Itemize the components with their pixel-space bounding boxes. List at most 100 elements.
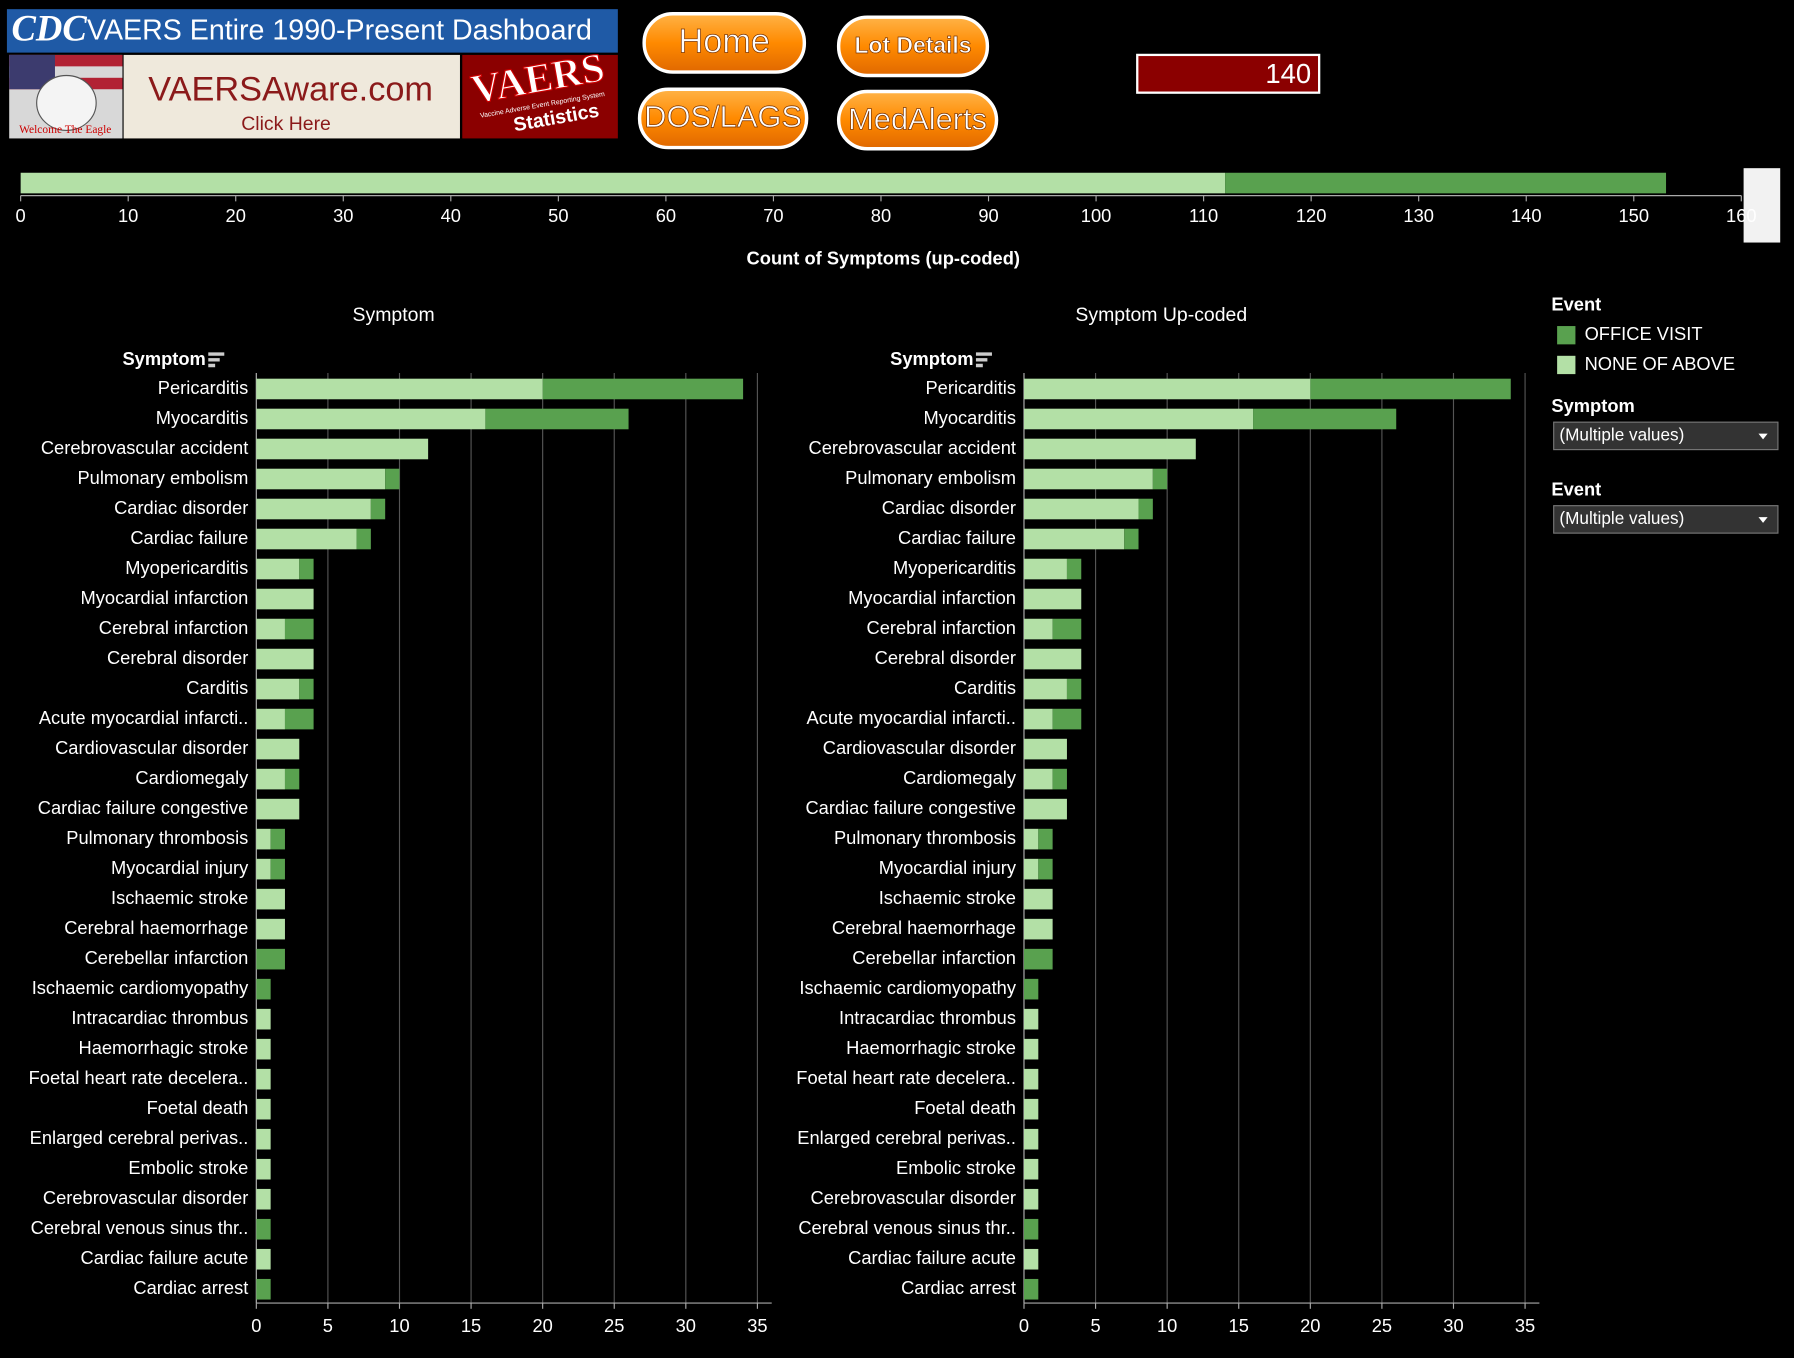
bar-segment xyxy=(1310,378,1511,400)
bar-segment xyxy=(1023,498,1139,520)
bar-segment xyxy=(256,768,285,790)
lot-details-button[interactable]: Lot Details xyxy=(836,15,990,78)
button-label: Home xyxy=(678,23,770,61)
button-shape xyxy=(637,87,809,150)
dropdown xyxy=(1553,421,1779,451)
bar-segment xyxy=(284,708,314,730)
x-tick-label: 60 xyxy=(656,205,676,226)
x-tick-label: 80 xyxy=(871,205,891,226)
bar-segment xyxy=(256,978,271,1000)
bar-segment xyxy=(1023,738,1067,760)
x-tick-label: 30 xyxy=(333,205,353,226)
button-label: DOS/LAGS xyxy=(644,99,802,134)
y-tick-label: Pulmonary embolism xyxy=(77,467,248,488)
y-tick-label: Foetal heart rate decelera.. xyxy=(29,1067,249,1088)
flag-stripe xyxy=(9,54,123,67)
y-tick-label: Cerebral infarction xyxy=(866,617,1016,638)
symptom-filter[interactable]: (Multiple values) xyxy=(1553,421,1779,451)
dropdown xyxy=(1553,505,1779,534)
bar-segment xyxy=(1052,768,1067,790)
y-tick-label: Cerebrovascular accident xyxy=(41,437,248,458)
bar-segment xyxy=(1052,708,1082,730)
legend: OFFICE VISIT NONE OF ABOVE xyxy=(1557,323,1735,375)
y-tick-label: Pericarditis xyxy=(158,377,249,398)
bar-segment xyxy=(284,768,300,790)
x-tick-label: 20 xyxy=(532,1315,552,1336)
dos-lags-button[interactable]: DOS/LAGS xyxy=(637,87,809,150)
bar-segment xyxy=(256,1038,271,1060)
bar-segment xyxy=(1152,468,1168,490)
x-tick-label: 25 xyxy=(1372,1315,1392,1336)
bar-segment xyxy=(256,708,285,730)
bar-segment xyxy=(256,438,429,460)
banner-welcome: Welcome The Eagle xyxy=(19,124,111,136)
y-tick-label: Pericarditis xyxy=(925,377,1016,398)
x-tick-label: 140 xyxy=(1511,205,1542,226)
bar-segment xyxy=(1023,798,1067,820)
scroll-handle[interactable] xyxy=(1743,168,1781,243)
eagle xyxy=(36,74,97,131)
dashboard-title: VAERS Entire 1990-Present Dashboard xyxy=(87,15,592,47)
bar-segment xyxy=(256,378,543,400)
filter-label: Symptom xyxy=(1551,395,1634,416)
y-tick-label: Cerebral disorder xyxy=(875,647,1016,668)
bar-segment xyxy=(485,408,629,430)
y-tick-label: Myocarditis xyxy=(156,407,249,428)
event-filter[interactable]: (Multiple values) xyxy=(1553,505,1779,534)
home-button[interactable]: Home xyxy=(642,12,807,74)
bar-segment xyxy=(284,618,314,640)
banner[interactable]: Welcome The Eagle VAERSAware.com Click H… xyxy=(9,43,618,143)
y-tick-label: Acute myocardial infarcti.. xyxy=(39,707,248,728)
y-tick-label: Cardiomegaly xyxy=(903,767,1017,788)
y-tick-label: Acute myocardial infarcti.. xyxy=(806,707,1015,728)
y-tick-label: Myopericarditis xyxy=(125,557,248,578)
bar-segment xyxy=(1023,1188,1039,1210)
site-banner xyxy=(123,54,460,139)
dropdown-arrow xyxy=(1758,433,1768,440)
header: CDC VAERS Entire 1990-Present Dashboard xyxy=(6,7,618,53)
bar-segment xyxy=(1052,618,1082,640)
filter-label: Event xyxy=(1551,479,1601,500)
bar-segment xyxy=(256,678,300,700)
bar-segment xyxy=(256,858,271,880)
legend-swatch xyxy=(1557,355,1576,375)
x-tick-label: 5 xyxy=(323,1315,333,1336)
y-tick-label: Cerebral disorder xyxy=(107,647,248,668)
sort-icon[interactable] xyxy=(975,352,992,368)
header-bar xyxy=(6,9,618,53)
bar-segment xyxy=(370,498,386,520)
bar-segment xyxy=(1023,1218,1039,1240)
sort-icon[interactable] xyxy=(208,352,225,368)
bar-segment xyxy=(1038,828,1053,850)
bar-segment xyxy=(1023,888,1053,910)
y-tick-label: Haemorrhagic stroke xyxy=(846,1037,1016,1058)
y-tick-label: Myopericarditis xyxy=(893,557,1016,578)
bar-segment xyxy=(1023,1128,1039,1150)
button-label: Lot Details xyxy=(855,32,972,58)
y-tick-label: Cerebral haemorrhage xyxy=(64,917,248,938)
chart-title: Symptom Up-coded xyxy=(1075,304,1247,326)
y-axis-title: Symptom xyxy=(890,348,973,369)
bar-segment xyxy=(1023,528,1125,550)
x-tick-label: 10 xyxy=(1157,1315,1177,1336)
button-shape xyxy=(836,89,999,151)
x-tick-label: 25 xyxy=(604,1315,624,1336)
x-tick-label: 30 xyxy=(676,1315,696,1336)
bar-segment xyxy=(1066,678,1082,700)
bar-segment xyxy=(1023,408,1254,430)
medalerts-button[interactable]: MedAlerts xyxy=(836,89,999,151)
y-tick-label: Cardiovascular disorder xyxy=(55,737,248,758)
bar-segment xyxy=(299,678,314,700)
badge xyxy=(462,54,618,139)
bar-segment xyxy=(1023,618,1053,640)
x-tick-label: 150 xyxy=(1619,205,1650,226)
bar-segment xyxy=(356,528,371,550)
x-tick-label: 5 xyxy=(1090,1315,1100,1336)
y-tick-label: Cardiac arrest xyxy=(901,1277,1016,1298)
y-tick-label: Pulmonary thrombosis xyxy=(66,827,248,848)
x-tick-label: 160 xyxy=(1726,205,1757,226)
bar-segment xyxy=(256,1098,271,1120)
dropdown-arrow xyxy=(1758,517,1768,523)
button-shape xyxy=(642,12,807,74)
